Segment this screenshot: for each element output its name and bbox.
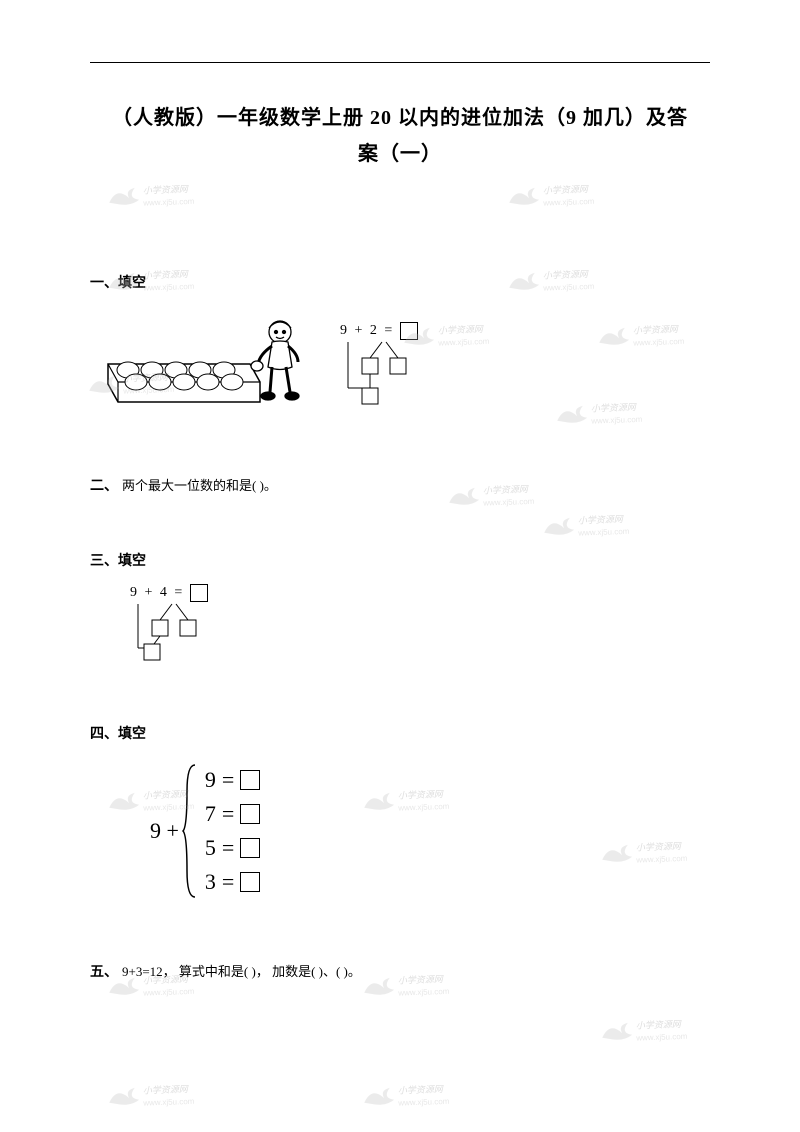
q4-eq: =	[222, 835, 234, 861]
section-4-head: 四、填空	[90, 723, 710, 743]
page-title: （人教版）一年级数学上册 20 以内的进位加法（9 加几）及答 案（一）	[90, 100, 710, 172]
q4-row: 3 =	[205, 865, 260, 899]
q4-val: 9	[205, 767, 216, 793]
svg-text:www.xj5u.com: www.xj5u.com	[542, 197, 595, 208]
section-1-head: 一、填空	[90, 272, 710, 292]
section-4: 四、填空 9 + 9 = 7 = 5 = 3 =	[90, 723, 710, 901]
svg-text:小学资源网: 小学资源网	[143, 1084, 189, 1096]
svg-text:小学资源网: 小学资源网	[636, 1019, 682, 1031]
watermark: 小学资源网 www.xj5u.com	[540, 505, 650, 545]
section-5: 五、 9+3=12， 算式中和是( )， 加数是( )、( )。	[90, 961, 710, 981]
watermark: 小学资源网 www.xj5u.com	[598, 1010, 708, 1050]
eq1-a: 9	[340, 323, 349, 338]
watermark: 小学资源网 www.xj5u.com	[360, 1075, 470, 1115]
q4-box[interactable]	[240, 804, 260, 824]
q3-equation: 9 + 4 =	[130, 584, 710, 673]
svg-text:www.xj5u.com: www.xj5u.com	[590, 415, 643, 426]
q4-lines: 9 = 7 = 5 = 3 =	[205, 763, 260, 899]
q1-content: 9 + 2 =	[100, 312, 710, 415]
q4-eq: =	[222, 801, 234, 827]
section-3-head: 三、填空	[90, 550, 710, 570]
section-2-text: 两个最大一位数的和是( )。	[122, 478, 277, 493]
watermark: 小学资源网 www.xj5u.com	[505, 175, 615, 215]
eq1-b: 2	[370, 323, 379, 338]
q4-val: 7	[205, 801, 216, 827]
eq3-eq: =	[174, 585, 184, 600]
watermark: 小学资源网 www.xj5u.com	[105, 175, 215, 215]
eq1-eq: =	[384, 323, 394, 338]
svg-text:www.xj5u.com: www.xj5u.com	[142, 987, 195, 998]
watermark: 小学资源网 www.xj5u.com	[105, 1075, 215, 1115]
q1-equation: 9 + 2 =	[340, 322, 440, 415]
q4-row: 5 =	[205, 831, 260, 865]
q1-split-lines	[340, 340, 440, 410]
eq1-op: +	[355, 323, 365, 338]
q4-val: 5	[205, 835, 216, 861]
svg-text:小学资源网: 小学资源网	[398, 1084, 444, 1096]
q4-box[interactable]	[240, 872, 260, 892]
title-line2: 案（一）	[358, 143, 442, 165]
q4-eq: =	[222, 869, 234, 895]
section-2: 二、 两个最大一位数的和是( )。	[90, 475, 710, 495]
section-5-head: 五、	[90, 965, 118, 980]
svg-text:www.xj5u.com: www.xj5u.com	[142, 1097, 195, 1108]
eq3-op: +	[145, 585, 155, 600]
q4-row: 7 =	[205, 797, 260, 831]
section-1: 一、填空	[90, 272, 710, 415]
svg-text:www.xj5u.com: www.xj5u.com	[577, 527, 630, 538]
section-2-head: 二、	[90, 479, 118, 494]
section-3: 三、填空 9 + 4 =	[90, 550, 710, 673]
title-line1: （人教版）一年级数学上册 20 以内的进位加法（9 加几）及答	[112, 107, 688, 129]
q4-box[interactable]	[240, 838, 260, 858]
q4-prefix: 9 +	[150, 818, 179, 844]
q4-box[interactable]	[240, 770, 260, 790]
eq3-b: 4	[160, 585, 169, 600]
eggbox-illustration	[100, 312, 310, 407]
brace-icon	[181, 761, 199, 901]
svg-text:小学资源网: 小学资源网	[543, 184, 589, 196]
q4-eq: =	[222, 767, 234, 793]
q4-row: 9 =	[205, 763, 260, 797]
svg-text:www.xj5u.com: www.xj5u.com	[482, 497, 535, 508]
eq1-answer-box[interactable]	[400, 322, 418, 340]
eq3-a: 9	[130, 585, 139, 600]
svg-text:www.xj5u.com: www.xj5u.com	[397, 987, 450, 998]
top-rule	[90, 62, 710, 63]
svg-text:www.xj5u.com: www.xj5u.com	[635, 1032, 688, 1043]
svg-text:小学资源网: 小学资源网	[143, 184, 189, 196]
svg-text:www.xj5u.com: www.xj5u.com	[142, 197, 195, 208]
q4-val: 3	[205, 869, 216, 895]
section-5-text: 9+3=12， 算式中和是( )， 加数是( )、( )。	[122, 964, 361, 979]
svg-text:小学资源网: 小学资源网	[578, 514, 624, 526]
q4-content: 9 + 9 = 7 = 5 = 3 =	[150, 761, 710, 901]
q3-split-lines	[130, 602, 230, 668]
eq3-answer-box[interactable]	[190, 584, 208, 602]
svg-text:www.xj5u.com: www.xj5u.com	[397, 1097, 450, 1108]
